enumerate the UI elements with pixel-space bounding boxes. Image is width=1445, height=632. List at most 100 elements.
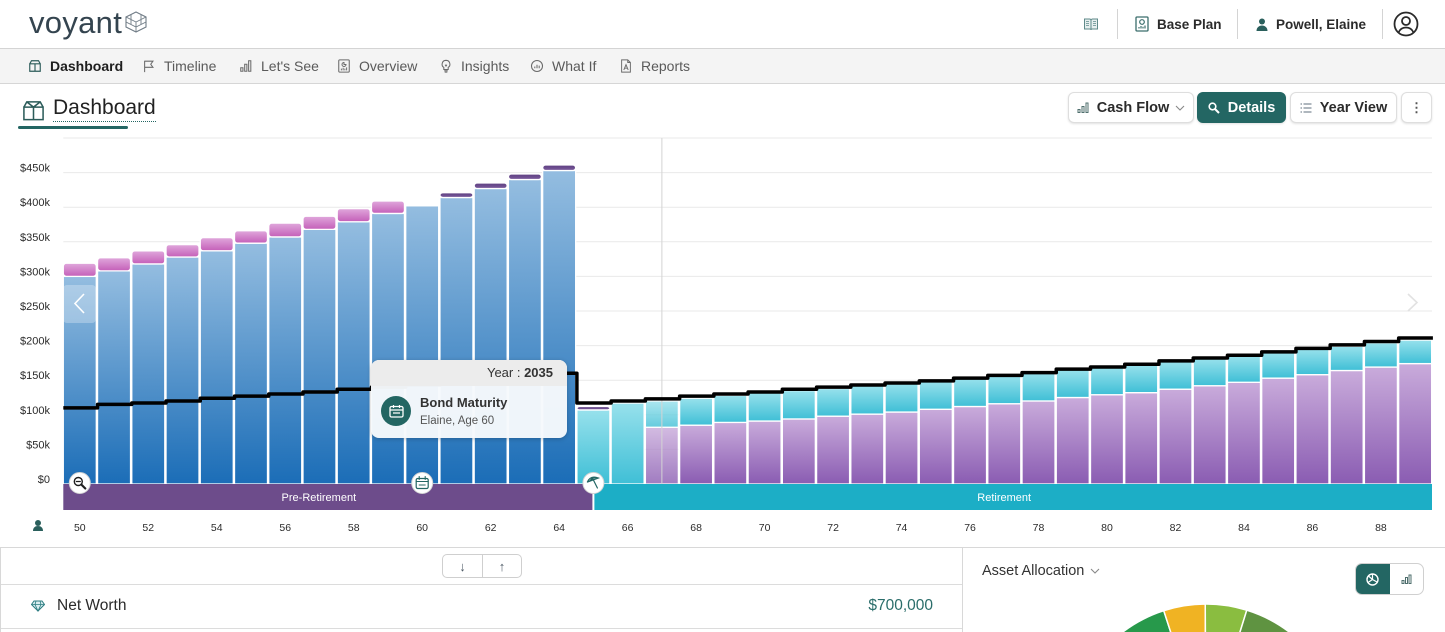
bar-segment-pink[interactable] bbox=[268, 222, 303, 238]
bar-segment-lavender[interactable] bbox=[1226, 381, 1262, 485]
tab-reports[interactable]: Reports bbox=[619, 49, 690, 83]
bar-segment-blue[interactable] bbox=[165, 256, 200, 485]
bar-segment-lavender[interactable] bbox=[1398, 362, 1433, 485]
bar-segment-blue[interactable] bbox=[405, 205, 440, 485]
bar-segment-cyan[interactable] bbox=[918, 380, 953, 410]
donut-slice[interactable] bbox=[1162, 603, 1207, 632]
client-selector[interactable]: Powell, Elaine bbox=[1256, 13, 1366, 35]
guide-button[interactable] bbox=[1083, 13, 1107, 35]
sort-down-button[interactable]: ↓ bbox=[459, 558, 466, 574]
bar-segment-lavender[interactable] bbox=[678, 424, 714, 485]
bar-segment-pink[interactable] bbox=[302, 215, 337, 230]
bar-segment-blue[interactable] bbox=[199, 250, 234, 485]
bar-segment-cyan[interactable] bbox=[713, 394, 748, 424]
bar-segment-cyan[interactable] bbox=[747, 392, 782, 422]
bar-segment-blue[interactable] bbox=[62, 275, 97, 485]
phase-band-pre-retirement[interactable] bbox=[63, 484, 593, 510]
bar-stack-age-84[interactable] bbox=[1226, 355, 1262, 485]
bar-stack-age-79[interactable] bbox=[1055, 369, 1090, 485]
bar-segment-cyan[interactable] bbox=[1055, 369, 1090, 399]
bar-segment-lavender[interactable] bbox=[1192, 385, 1227, 485]
bar-segment-blue[interactable] bbox=[336, 221, 371, 485]
bar-stack-age-70[interactable] bbox=[747, 392, 782, 485]
bar-segment-lavender[interactable] bbox=[952, 405, 988, 485]
account-menu-button[interactable] bbox=[1393, 11, 1427, 37]
asset-allocation-dropdown[interactable]: Asset Allocation bbox=[982, 563, 1100, 579]
tab-timeline[interactable]: Timeline bbox=[142, 49, 216, 83]
bar-segment-pink[interactable] bbox=[336, 207, 371, 223]
bar-segment-blue[interactable] bbox=[268, 236, 303, 485]
donut-slice[interactable] bbox=[1233, 609, 1311, 632]
bar-segment-dark-purple[interactable] bbox=[542, 164, 577, 172]
bar-segment-pink[interactable] bbox=[233, 230, 269, 244]
bar-segment-blue[interactable] bbox=[473, 187, 508, 485]
bar-segment-dark-purple[interactable] bbox=[576, 405, 611, 411]
plan-selector[interactable]: Base Plan bbox=[1135, 13, 1222, 35]
bar-segment-cyan[interactable] bbox=[1124, 364, 1159, 394]
bar-stack-age-61[interactable] bbox=[439, 192, 474, 485]
bar-stack-age-75[interactable] bbox=[918, 380, 953, 485]
bar-segment-cyan[interactable] bbox=[987, 374, 1022, 405]
bar-segment-lavender[interactable] bbox=[987, 403, 1022, 485]
bar-segment-cyan[interactable] bbox=[678, 397, 714, 426]
bar-segment-cyan[interactable] bbox=[781, 389, 816, 420]
bar-segment-cyan[interactable] bbox=[1192, 358, 1227, 387]
bar-stack-age-57[interactable] bbox=[302, 215, 337, 485]
bar-segment-cyan[interactable] bbox=[1226, 355, 1262, 383]
bar-segment-blue[interactable] bbox=[370, 212, 406, 485]
sort-up-button[interactable]: ↑ bbox=[481, 555, 521, 577]
bar-segment-cyan[interactable] bbox=[884, 382, 919, 413]
pie-view-button[interactable] bbox=[1356, 564, 1390, 594]
bar-stack-age-87[interactable] bbox=[1329, 345, 1364, 485]
bar-stack-age-72[interactable] bbox=[815, 387, 851, 485]
bar-stack-age-88[interactable] bbox=[1363, 342, 1399, 485]
tab-lets-see[interactable]: Let's See bbox=[239, 49, 319, 83]
bar-segment-lavender[interactable] bbox=[850, 413, 885, 485]
bar-stack-age-89[interactable] bbox=[1398, 339, 1433, 485]
bar-stack-age-53[interactable] bbox=[165, 243, 200, 485]
bar-segment-lavender[interactable] bbox=[781, 418, 816, 485]
bar-segment-cyan[interactable] bbox=[610, 402, 645, 485]
bar-segment-cyan[interactable] bbox=[1261, 351, 1296, 379]
chart-scroll-left-button[interactable] bbox=[63, 285, 96, 323]
bar-segment-lavender[interactable] bbox=[1261, 377, 1296, 485]
bar-stack-age-52[interactable] bbox=[131, 250, 166, 485]
bar-stack-age-58[interactable] bbox=[336, 207, 371, 485]
bar-segment-pink[interactable] bbox=[62, 262, 97, 278]
donut-slice[interactable] bbox=[1101, 609, 1178, 632]
timeline-marker[interactable] bbox=[68, 472, 91, 494]
bar-segment-lavender[interactable] bbox=[1124, 392, 1159, 485]
bar-segment-pink[interactable] bbox=[165, 243, 200, 258]
bar-stack-age-65[interactable] bbox=[576, 405, 611, 485]
bar-stack-age-83[interactable] bbox=[1192, 358, 1227, 485]
bar-stack-age-55[interactable] bbox=[233, 230, 269, 485]
bar-segment-blue[interactable] bbox=[507, 178, 543, 485]
bar-stack-age-60[interactable] bbox=[405, 205, 440, 485]
bar-segment-cyan[interactable] bbox=[1158, 360, 1193, 390]
bar-segment-cyan[interactable] bbox=[952, 378, 988, 408]
bar-segment-blue[interactable] bbox=[131, 263, 166, 485]
bar-segment-lavender[interactable] bbox=[1158, 388, 1193, 485]
bar-segment-lavender[interactable] bbox=[1021, 400, 1056, 485]
bar-segment-lavender[interactable] bbox=[1055, 396, 1090, 485]
bar-segment-cyan[interactable] bbox=[1089, 366, 1125, 396]
bar-stack-age-82[interactable] bbox=[1158, 360, 1193, 485]
bar-segment-pink[interactable] bbox=[131, 250, 166, 265]
bar-segment-lavender[interactable] bbox=[1089, 394, 1125, 485]
bar-segment-lavender[interactable] bbox=[884, 411, 919, 485]
chart-scroll-right-button[interactable] bbox=[1407, 293, 1419, 312]
bar-segment-lavender[interactable] bbox=[1363, 366, 1399, 485]
bar-segment-pink[interactable] bbox=[96, 257, 132, 272]
bar-segment-lavender[interactable] bbox=[1295, 374, 1330, 485]
bar-stack-age-68[interactable] bbox=[678, 397, 714, 485]
bar-stack-age-66[interactable] bbox=[610, 402, 645, 485]
bar-stack-age-81[interactable] bbox=[1124, 364, 1159, 485]
bar-segment-blue[interactable] bbox=[302, 228, 337, 485]
bar-segment-cyan[interactable] bbox=[1398, 339, 1433, 365]
bar-stack-age-51[interactable] bbox=[96, 257, 132, 485]
bar-stack-age-69[interactable] bbox=[713, 394, 748, 485]
bar-segment-lavender[interactable] bbox=[713, 421, 748, 485]
bar-segment-cyan[interactable] bbox=[1295, 348, 1330, 376]
donut-slice[interactable] bbox=[1204, 603, 1248, 632]
bar-segment-lavender[interactable] bbox=[815, 415, 851, 485]
